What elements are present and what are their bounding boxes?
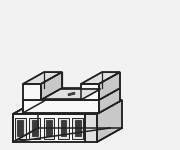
Polygon shape (29, 117, 40, 138)
Polygon shape (23, 88, 120, 100)
Polygon shape (58, 117, 69, 138)
Polygon shape (41, 72, 62, 100)
Polygon shape (23, 84, 41, 100)
Polygon shape (81, 84, 99, 100)
Polygon shape (72, 117, 83, 138)
Polygon shape (46, 120, 52, 136)
Polygon shape (17, 120, 23, 136)
Polygon shape (68, 92, 75, 96)
Polygon shape (42, 89, 100, 99)
Polygon shape (60, 120, 66, 136)
Polygon shape (15, 117, 26, 138)
Polygon shape (97, 100, 122, 142)
Polygon shape (75, 120, 81, 136)
Polygon shape (13, 114, 85, 142)
Polygon shape (85, 114, 97, 142)
Polygon shape (81, 72, 120, 84)
Polygon shape (23, 100, 99, 113)
Polygon shape (13, 100, 38, 142)
Polygon shape (44, 117, 54, 138)
Polygon shape (32, 120, 37, 136)
Polygon shape (23, 72, 62, 84)
Polygon shape (13, 100, 110, 114)
Polygon shape (85, 100, 122, 114)
Polygon shape (99, 88, 120, 113)
Polygon shape (99, 72, 120, 100)
